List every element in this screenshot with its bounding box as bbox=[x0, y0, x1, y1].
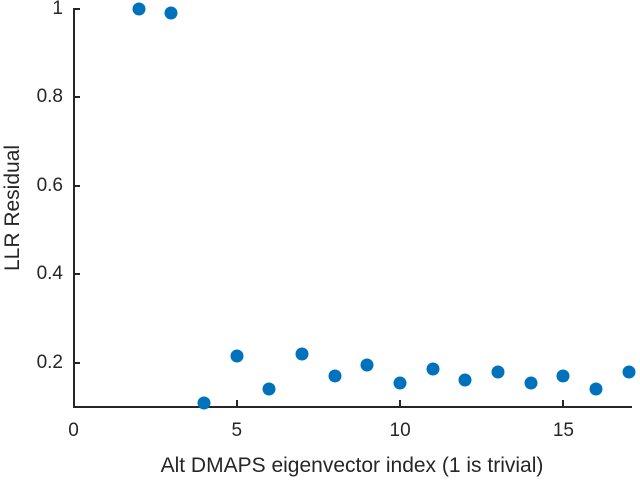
data-point bbox=[491, 365, 505, 379]
x-tick-label: 15 bbox=[552, 420, 574, 441]
data-point bbox=[393, 376, 407, 390]
x-axis-line bbox=[72, 405, 632, 408]
y-tick-mark bbox=[72, 273, 80, 276]
y-axis-label: LLR Residual bbox=[1, 144, 24, 272]
y-tick-mark bbox=[72, 184, 80, 187]
x-tick-mark bbox=[72, 400, 75, 407]
data-point bbox=[230, 349, 244, 363]
x-tick-mark bbox=[399, 400, 402, 407]
data-point bbox=[426, 362, 440, 376]
data-point bbox=[556, 369, 570, 383]
data-point bbox=[295, 347, 309, 361]
y-tick-mark bbox=[72, 361, 80, 364]
x-tick-label: 0 bbox=[68, 420, 79, 441]
data-point bbox=[132, 2, 146, 16]
plot-area bbox=[72, 2, 636, 410]
y-tick-label: 1 bbox=[52, 0, 63, 19]
x-tick-label: 10 bbox=[389, 420, 411, 441]
y-tick-mark bbox=[72, 96, 80, 99]
data-point bbox=[360, 358, 374, 372]
x-tick-mark bbox=[562, 400, 565, 407]
y-tick-label: 0.6 bbox=[36, 174, 63, 196]
x-axis-label: Alt DMAPS eigenvector index (1 is trivia… bbox=[160, 454, 544, 477]
data-point bbox=[622, 365, 636, 379]
y-tick-mark bbox=[72, 8, 80, 10]
data-point bbox=[262, 382, 276, 396]
x-tick-mark bbox=[235, 400, 238, 407]
data-point bbox=[524, 376, 538, 390]
data-point bbox=[328, 369, 342, 383]
y-axis-line bbox=[72, 9, 75, 407]
x-tick-label: 5 bbox=[231, 420, 243, 441]
y-tick-label: 0.8 bbox=[36, 86, 63, 108]
data-point bbox=[197, 396, 211, 410]
data-point bbox=[589, 382, 603, 396]
data-point bbox=[458, 373, 472, 387]
y-tick-label: 0.2 bbox=[36, 351, 63, 373]
data-point bbox=[164, 6, 178, 20]
y-tick-label: 0.4 bbox=[36, 263, 63, 285]
